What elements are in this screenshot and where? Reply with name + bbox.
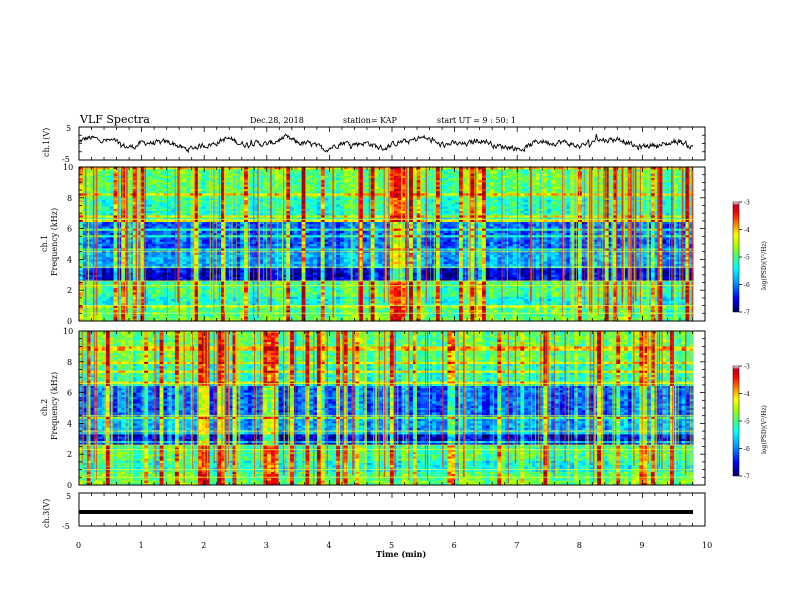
- vlf-figure: VLF Spectra Dec.28, 2018 station= KAP st…: [0, 0, 792, 612]
- start-time-label: start UT = 9 : 50: 1: [437, 116, 516, 125]
- station-label: station= KAP: [343, 116, 398, 125]
- date-label: Dec.28, 2018: [250, 116, 304, 125]
- ch1-ylabel: ch.1(V): [42, 128, 51, 157]
- ch1-ytick-top: 5: [66, 124, 71, 133]
- ch1-waveform-line: [79, 134, 693, 152]
- figure-title: VLF Spectra: [79, 113, 150, 126]
- ch1-spectrogram-image: [79, 167, 694, 321]
